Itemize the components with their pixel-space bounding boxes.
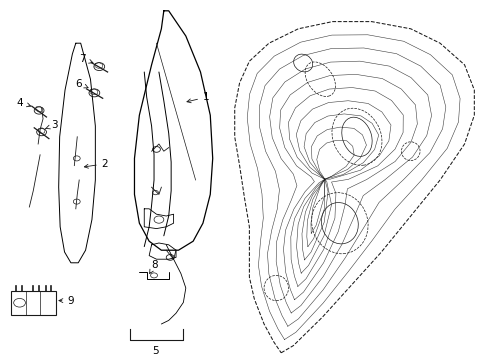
Text: 8: 8 <box>149 260 158 274</box>
Text: 7: 7 <box>79 54 93 64</box>
Text: 1: 1 <box>186 92 209 103</box>
Text: 3: 3 <box>46 120 58 130</box>
Text: 2: 2 <box>84 159 108 169</box>
Text: 6: 6 <box>75 78 88 89</box>
Text: 9: 9 <box>59 296 74 306</box>
Text: 5: 5 <box>152 346 159 356</box>
Text: 4: 4 <box>17 98 31 108</box>
